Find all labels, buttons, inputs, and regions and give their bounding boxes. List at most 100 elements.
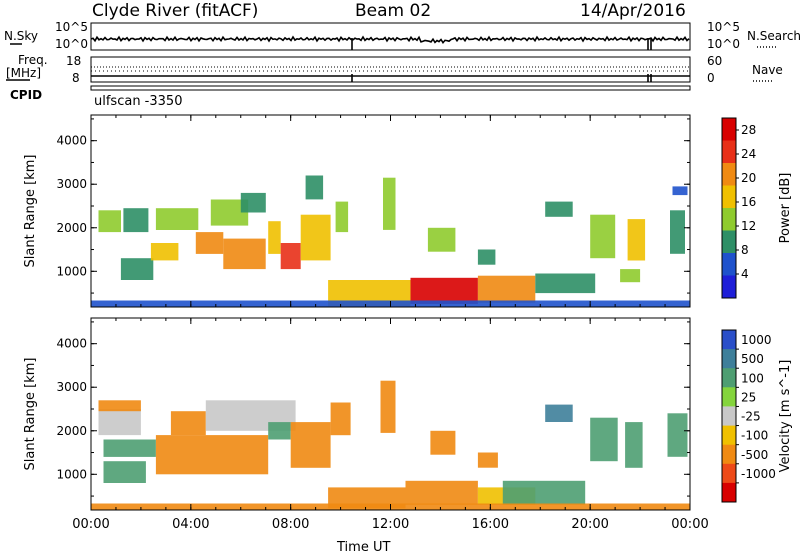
power-region-8 [240,192,266,213]
velocity-region-12 [405,480,478,505]
velocity-panel-ytick-label-2: 3000 [56,380,87,394]
power-region-4 [155,208,199,230]
velocity-colorbar-label-5: -100 [741,429,768,443]
station-title: Clyde River (fitACF) [92,1,259,21]
velocity-colorbar-label-7: -1000 [741,467,776,481]
velocity-region-17 [545,404,573,422]
velocity-region-15 [430,430,456,455]
power-colorbar-swatch-4 [722,208,736,231]
nsearch-label: N.Search [747,29,800,43]
power-panel-ytick-label-3: 4000 [56,134,87,148]
velocity-colorbar-swatch-3 [722,387,736,407]
velocity-colorbar-label-4: -25 [741,410,761,424]
velocity-panel [91,380,690,510]
power-colorbar-title: Power [dB] [778,173,793,244]
x-tick-label-0: 00:00 [72,517,109,532]
cpid-label: CPID [10,88,43,102]
nave-tick-top: 60 [707,54,723,68]
velocity-colorbar-swatch-4 [722,406,736,426]
velocity-region-20 [667,413,688,457]
nsky-panel [90,22,691,51]
velocity-colorbar-label-0: 1000 [741,333,772,347]
velocity-region-5 [170,411,206,436]
power-region-21 [545,201,573,217]
velocity-region-8 [290,422,331,468]
power-region-26 [672,186,688,196]
freq-tick-bottom: 8 [72,71,80,85]
velocity-colorbar-label-6: -500 [741,448,768,462]
velocity-region-16 [477,452,498,468]
nsky-trace [90,35,690,45]
beam-title: Beam 02 [355,1,432,21]
power-colorbar-swatch-0 [722,118,736,141]
power-region-17 [477,275,536,303]
velocity-region-9 [330,402,351,436]
velocity-colorbar-swatch-2 [722,368,736,388]
velocity-colorbar-swatch-0 [722,330,736,350]
nave-label: Nave [752,63,783,77]
power-colorbar-swatch-1 [722,140,736,164]
velocity-region-18 [590,417,618,462]
velocity-region-3 [103,461,146,483]
power-region-20 [477,249,496,265]
velocity-region-11 [328,487,406,509]
power-panel-ytick-label-2: 3000 [56,177,87,191]
power-colorbar-label-5: 24 [741,147,756,161]
power-colorbar-swatch-5 [722,230,736,254]
date-title: 14/Apr/2016 [580,1,686,21]
power-region-25 [670,210,685,254]
power-colorbar-frame [721,117,737,299]
x-tick-label-2: 08:00 [272,517,309,532]
velocity-region-1 [98,400,141,412]
power-region-10 [280,243,301,270]
power-colorbar-label-4: 20 [741,171,756,185]
x-tick-label-3: 12:00 [372,517,409,532]
x-axis-label: Time UT [337,540,391,555]
power-panel-ytick-label-0: 1000 [56,264,87,278]
power-region-2 [123,208,149,233]
velocity-colorbar-label-3: 25 [741,390,756,404]
velocity-region-10 [380,380,396,433]
x-tick-label-4: 16:00 [472,517,509,532]
power-region-19 [427,227,456,252]
velocity-colorbar-title: Velocity [m s^-1] [778,360,793,473]
power-colorbar-swatch-2 [722,163,736,186]
power-panel-ylabel: Slant Range [km] [23,155,38,268]
power-region-7 [223,238,266,270]
velocity-region-14 [502,480,586,505]
power-panel [91,175,690,307]
power-region-12 [305,175,324,200]
power-region-16 [410,277,478,304]
power-region-13 [335,201,349,233]
x-tick-label-6: 00:00 [671,517,708,532]
nsearch-tick-top: 10^5 [707,20,740,34]
power-colorbar-label-1: 8 [741,243,749,257]
velocity-region-19 [625,422,643,468]
power-region-24 [620,269,641,283]
power-region-18 [535,273,596,294]
power-colorbar-label-6: 28 [741,123,756,137]
freq-panel [90,56,691,83]
cpid-value: ulfscan -3350 [94,94,183,109]
power-colorbar-swatch-6 [722,253,736,276]
velocity-region-2 [103,439,156,457]
power-colorbar-label-3: 16 [741,195,756,209]
nsky-tick-bottom: 10^0 [55,37,88,51]
velocity-region-0 [98,409,141,436]
cpid-strip [90,85,691,91]
power-region-14 [383,177,396,230]
nsky-tick-top: 10^5 [55,20,88,34]
power-region-3 [150,243,179,261]
velocity-colorbar-label-2: 100 [741,371,764,385]
velocity-region-7 [268,422,291,440]
power-colorbar-label-2: 12 [741,219,756,233]
power-colorbar-swatch-3 [722,185,736,209]
freq-unit-label: [MHz] [6,66,42,80]
x-tick-label-1: 04:00 [172,517,209,532]
velocity-colorbar-label-1: 500 [741,352,764,366]
velocity-colorbar-swatch-6 [722,444,736,465]
power-region-9 [268,221,281,254]
power-region-11 [300,214,331,261]
velocity-colorbar-swatch-8 [722,482,736,503]
